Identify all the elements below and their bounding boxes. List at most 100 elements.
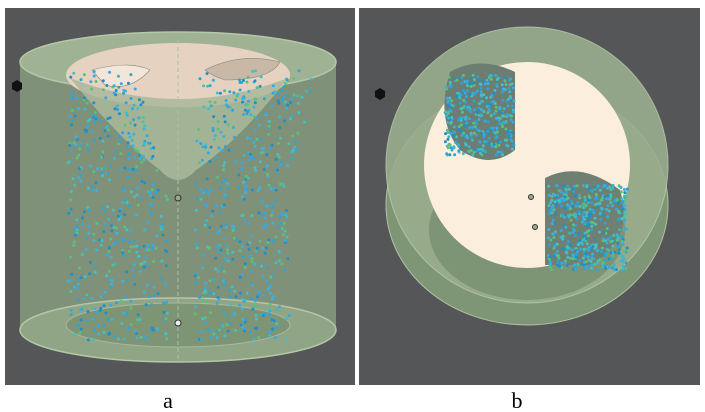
- particle: [488, 105, 491, 108]
- particle: [86, 102, 89, 105]
- particle: [249, 137, 252, 140]
- particle: [505, 83, 508, 86]
- particle: [297, 69, 300, 72]
- particle: [473, 151, 476, 154]
- particle: [583, 261, 586, 264]
- particle: [129, 121, 132, 124]
- particle: [507, 134, 510, 137]
- particle: [89, 80, 92, 83]
- particle: [478, 118, 481, 121]
- particle: [123, 254, 126, 257]
- particle: [115, 227, 118, 230]
- particle: [596, 268, 599, 271]
- particle: [142, 120, 145, 123]
- particle: [104, 223, 107, 226]
- particle: [248, 222, 251, 225]
- particle: [118, 218, 121, 221]
- particle: [69, 290, 72, 293]
- particle: [233, 91, 236, 94]
- particle: [602, 261, 605, 264]
- particle: [560, 204, 563, 207]
- particle: [166, 312, 169, 315]
- particle: [68, 144, 71, 147]
- particle: [244, 109, 247, 112]
- particle: [83, 73, 86, 76]
- particle: [254, 299, 257, 302]
- particle: [227, 259, 230, 262]
- particle: [95, 222, 98, 225]
- particle: [585, 238, 588, 241]
- particle: [602, 239, 605, 242]
- particle: [590, 267, 593, 270]
- particle: [617, 202, 620, 205]
- particle: [449, 132, 452, 135]
- particle: [279, 137, 282, 140]
- particle: [136, 194, 139, 197]
- particle: [149, 142, 152, 145]
- particle: [572, 187, 575, 190]
- particle: [224, 145, 227, 148]
- particle: [447, 112, 450, 115]
- particle: [152, 196, 155, 199]
- particle: [252, 338, 255, 341]
- particle: [495, 127, 498, 130]
- particle: [502, 121, 505, 124]
- particle: [265, 279, 268, 282]
- particle: [556, 243, 559, 246]
- particle: [119, 169, 122, 172]
- particle: [217, 147, 220, 150]
- particle: [289, 101, 292, 104]
- particle: [448, 104, 451, 107]
- panel-label: b: [512, 388, 523, 412]
- particle: [80, 318, 83, 321]
- particle: [468, 82, 471, 85]
- particle: [478, 140, 481, 143]
- particle: [133, 156, 136, 159]
- particle: [254, 250, 257, 253]
- particle: [559, 236, 562, 239]
- particle: [211, 210, 214, 213]
- particle: [71, 109, 74, 112]
- particle: [582, 257, 585, 260]
- particle: [161, 227, 164, 230]
- particle: [478, 79, 481, 82]
- particle: [279, 183, 282, 186]
- particle: [509, 83, 512, 86]
- particle: [80, 78, 83, 81]
- pivot: [529, 195, 534, 200]
- particle: [93, 75, 96, 78]
- particle: [206, 177, 209, 180]
- pivot: [175, 320, 181, 326]
- particle: [202, 145, 205, 148]
- particle: [462, 99, 465, 102]
- particle: [87, 187, 90, 190]
- particle: [506, 130, 509, 133]
- particle: [202, 84, 205, 87]
- particle: [484, 120, 487, 123]
- particle: [286, 104, 289, 107]
- particle: [260, 75, 263, 78]
- particle: [286, 164, 289, 167]
- particle: [209, 188, 212, 191]
- particle: [224, 120, 227, 123]
- particle: [278, 115, 281, 118]
- particle: [92, 170, 95, 173]
- particle: [284, 230, 287, 233]
- particle: [269, 147, 272, 150]
- particle: [200, 338, 203, 341]
- particle: [501, 83, 504, 86]
- particle: [274, 199, 277, 202]
- particle: [224, 178, 227, 181]
- particle: [146, 221, 149, 224]
- particle: [598, 259, 601, 262]
- particle: [135, 165, 138, 168]
- particle: [210, 146, 213, 149]
- particle: [214, 134, 217, 137]
- particle: [212, 333, 215, 336]
- particle: [100, 244, 103, 247]
- particle: [253, 115, 256, 118]
- particle: [598, 202, 601, 205]
- particle: [242, 327, 245, 330]
- particle: [557, 259, 560, 262]
- particle: [600, 207, 603, 210]
